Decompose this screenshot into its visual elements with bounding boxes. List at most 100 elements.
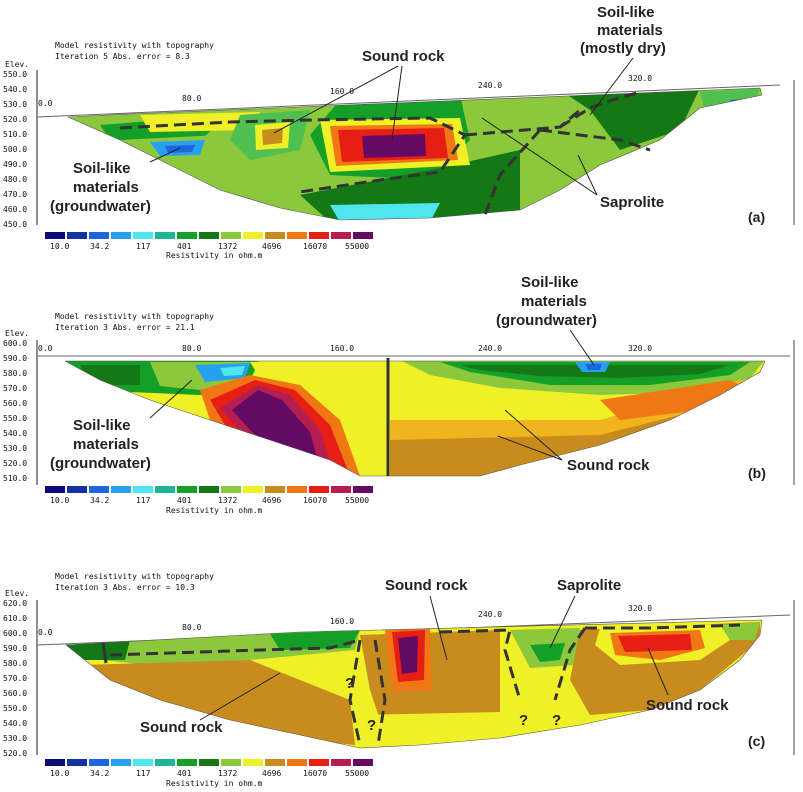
legend-swatch xyxy=(133,486,153,493)
svg-text:34.2: 34.2 xyxy=(90,769,109,778)
svg-text:Resistivity in ohm.m: Resistivity in ohm.m xyxy=(166,779,263,788)
legend-swatch xyxy=(89,486,109,493)
svg-text:540.0: 540.0 xyxy=(3,85,27,94)
panel-a-x-ticks: 0.0 80.0 160.0 240.0 320.0 xyxy=(38,74,652,108)
svg-text:?: ? xyxy=(345,675,354,692)
svg-text:80.0: 80.0 xyxy=(182,94,201,103)
svg-text:401: 401 xyxy=(177,496,192,505)
legend-swatch xyxy=(243,759,263,766)
svg-text:500.0: 500.0 xyxy=(3,145,27,154)
svg-text:55000: 55000 xyxy=(345,242,369,251)
svg-text:10.0: 10.0 xyxy=(50,496,69,505)
svg-text:320.0: 320.0 xyxy=(628,344,652,353)
legend-swatch xyxy=(133,232,153,239)
legend-swatch xyxy=(45,486,65,493)
panel-c-annotations: Sound rock Saprolite Sound rock Sound ro… xyxy=(140,577,765,749)
svg-text:550.0: 550.0 xyxy=(3,704,27,713)
legend-swatch xyxy=(221,486,241,493)
svg-text:1372: 1372 xyxy=(218,496,237,505)
svg-text:4696: 4696 xyxy=(262,496,281,505)
legend-swatch xyxy=(331,232,351,239)
svg-text:240.0: 240.0 xyxy=(478,81,502,90)
svg-text:Saprolite: Saprolite xyxy=(600,194,664,211)
svg-text:550.0: 550.0 xyxy=(3,70,27,79)
svg-text:401: 401 xyxy=(177,769,192,778)
svg-text:320.0: 320.0 xyxy=(628,604,652,613)
svg-text:4696: 4696 xyxy=(262,242,281,251)
svg-text:160.0: 160.0 xyxy=(330,617,354,626)
legend-swatch xyxy=(199,232,219,239)
svg-text:16070: 16070 xyxy=(303,496,327,505)
svg-text:55000: 55000 xyxy=(345,496,369,505)
panel-c-header-2: Iteration 3 Abs. error = 10.3 xyxy=(55,583,195,592)
svg-text:16070: 16070 xyxy=(303,769,327,778)
svg-text:34.2: 34.2 xyxy=(90,242,109,251)
panel-b-elev-label: Elev. xyxy=(5,329,29,338)
svg-text:Sound rock: Sound rock xyxy=(646,697,729,714)
svg-text:80.0: 80.0 xyxy=(182,623,201,632)
legend-swatch xyxy=(177,486,197,493)
legend-swatch xyxy=(111,486,131,493)
svg-text:4696: 4696 xyxy=(262,769,281,778)
svg-text:Soil-like: Soil-like xyxy=(521,274,579,291)
svg-text:240.0: 240.0 xyxy=(478,610,502,619)
svg-text:470.0: 470.0 xyxy=(3,190,27,199)
svg-text:520.0: 520.0 xyxy=(3,749,27,758)
panel-a-legend: 10.0 34.2 117 401 1372 4696 16070 55000 … xyxy=(45,232,373,260)
svg-text:Soil-like: Soil-like xyxy=(73,417,131,434)
legend-swatch xyxy=(331,486,351,493)
panel-a-header-1: Model resistivity with topography xyxy=(55,41,214,50)
svg-text:(groundwater): (groundwater) xyxy=(50,198,151,215)
legend-swatch xyxy=(309,486,329,493)
svg-text:490.0: 490.0 xyxy=(3,160,27,169)
svg-text:materials: materials xyxy=(73,436,139,453)
svg-text:Saprolite: Saprolite xyxy=(557,577,621,594)
svg-text:240.0: 240.0 xyxy=(478,344,502,353)
legend-swatch xyxy=(111,232,131,239)
legend-swatch xyxy=(353,232,373,239)
svg-text:materials: materials xyxy=(73,179,139,196)
legend-swatch xyxy=(221,232,241,239)
panel-b-x-ticks: 0.0 80.0 160.0 240.0 320.0 xyxy=(38,344,652,353)
svg-text:1372: 1372 xyxy=(218,769,237,778)
svg-text:Sound rock: Sound rock xyxy=(362,48,445,65)
legend-swatch xyxy=(67,232,87,239)
svg-text:80.0: 80.0 xyxy=(182,344,201,353)
svg-text:401: 401 xyxy=(177,242,192,251)
legend-swatch xyxy=(353,759,373,766)
svg-text:?: ? xyxy=(519,712,528,729)
svg-text:Resistivity in ohm.m: Resistivity in ohm.m xyxy=(166,506,263,515)
svg-text:610.0: 610.0 xyxy=(3,614,27,623)
svg-text:(mostly dry): (mostly dry) xyxy=(580,40,666,57)
svg-text:(a): (a) xyxy=(748,209,765,225)
legend-swatch xyxy=(177,232,197,239)
svg-text:530.0: 530.0 xyxy=(3,100,27,109)
panel-b-header-1: Model resistivity with topography xyxy=(55,312,214,321)
legend-swatch xyxy=(67,759,87,766)
legend-swatch xyxy=(243,486,263,493)
svg-text:(c): (c) xyxy=(748,733,765,749)
legend-swatch xyxy=(287,759,307,766)
legend-swatch xyxy=(155,486,175,493)
panel-a-annotations: Sound rock Soil-like materials (mostly d… xyxy=(50,4,765,225)
legend-swatch xyxy=(265,232,285,239)
svg-text:530.0: 530.0 xyxy=(3,734,27,743)
legend-swatch xyxy=(199,486,219,493)
legend-swatch xyxy=(353,486,373,493)
panel-b-section xyxy=(65,361,765,476)
svg-text:Sound rock: Sound rock xyxy=(140,719,223,736)
svg-text:160.0: 160.0 xyxy=(330,344,354,353)
svg-text:320.0: 320.0 xyxy=(628,74,652,83)
svg-text:117: 117 xyxy=(136,242,151,251)
panel-a-elev-ticks: 550.0 540.0 530.0 520.0 510.0 500.0 490.… xyxy=(3,70,27,229)
legend-swatch xyxy=(243,232,263,239)
svg-text:Sound rock: Sound rock xyxy=(567,457,650,474)
svg-text:117: 117 xyxy=(136,496,151,505)
legend-swatch xyxy=(133,759,153,766)
legend-swatch xyxy=(331,759,351,766)
svg-text:590.0: 590.0 xyxy=(3,354,27,363)
svg-text:590.0: 590.0 xyxy=(3,644,27,653)
legend-swatch xyxy=(309,759,329,766)
panel-c-elev-ticks: 620.0 610.0 600.0 590.0 580.0 570.0 560.… xyxy=(3,599,27,758)
